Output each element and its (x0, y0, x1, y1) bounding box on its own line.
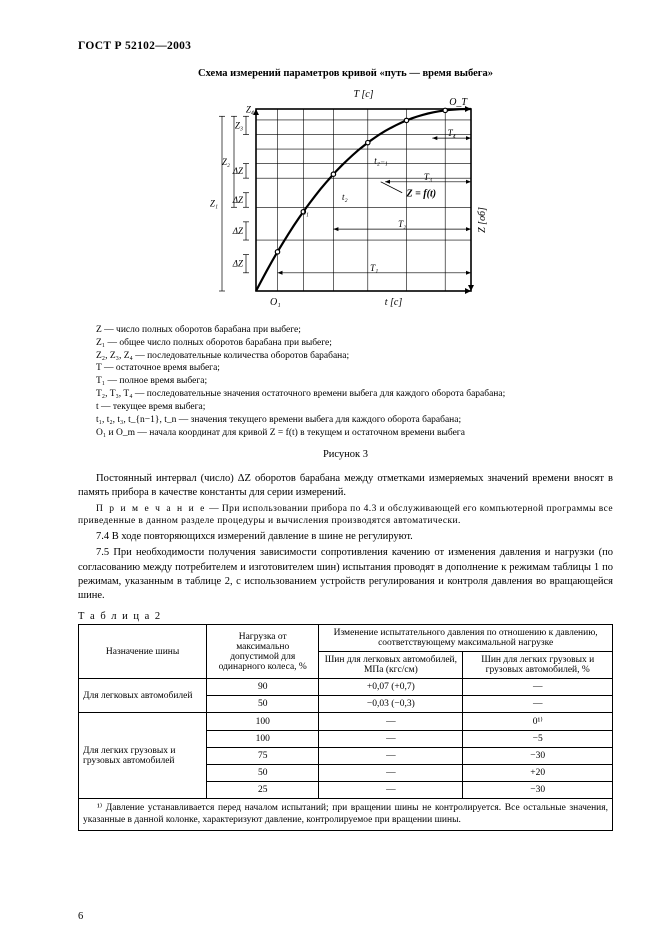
svg-text:t₂₋₁: t₂₋₁ (374, 156, 388, 166)
cell-d2: — (463, 696, 613, 713)
figure-label: Рисунок 3 (78, 449, 613, 460)
cell-load: 100 (207, 731, 319, 748)
cell-d2: −5 (463, 731, 613, 748)
cell-load: 100 (207, 713, 319, 731)
legend-line: t₁, t₂, t₃, t_{n−1}, t_n — значения теку… (96, 414, 613, 427)
svg-text:T₁: T₁ (370, 263, 378, 273)
th-name: Назначение шины (79, 625, 207, 679)
svg-text:ΔZ: ΔZ (231, 226, 243, 236)
cell-d2: −30 (463, 748, 613, 765)
svg-text:T₂: T₂ (398, 219, 406, 229)
cell-d1: — (319, 748, 463, 765)
table-label: Т а б л и ц а 2 (78, 611, 613, 622)
svg-text:ΔZ: ΔZ (231, 259, 243, 269)
cell-d1: — (319, 782, 463, 799)
figure-caption-top: Схема измерений параметров кривой «путь … (78, 68, 613, 79)
cell-d1: +0,07 (+0,7) (319, 679, 463, 696)
diagram-container: T [c]t [c]Z [об]O₁O_TZ = f(t)Z₁Z₂ΔZΔZΔZΔ… (78, 83, 613, 318)
svg-text:t₂: t₂ (342, 192, 348, 202)
cell-load: 50 (207, 765, 319, 782)
legend-line: T — остаточное время выбега; (96, 362, 613, 375)
th-delta-cars: Шин для легковых автомобилей, МПа (кгс/с… (319, 652, 463, 679)
table-body: Для легковых автомобилей90+0,07 (+0,7)—5… (79, 679, 613, 831)
legend-line: Z₂, Z₃, Z₄ — последовательные количества… (96, 350, 613, 363)
table-row: Для легковых автомобилей90+0,07 (+0,7)— (79, 679, 613, 696)
svg-text:Z₄: Z₄ (245, 105, 253, 115)
svg-text:Z₁: Z₁ (209, 199, 217, 209)
body-text: Постоянный интервал (число) ΔZ оборотов … (78, 472, 613, 603)
svg-text:Z₂: Z₂ (221, 157, 229, 167)
legend-line: t — текущее время выбега; (96, 401, 613, 414)
cell-load: 90 (207, 679, 319, 696)
cell-d1: −0,03 (−0,3) (319, 696, 463, 713)
cell-name: Для легковых автомобилей (79, 679, 207, 713)
cell-d1: — (319, 713, 463, 731)
para-7-4: 7.4 В ходе повторяющихся измерений давле… (78, 530, 613, 544)
cell-d1: — (319, 765, 463, 782)
svg-text:T₃: T₃ (423, 172, 431, 182)
legend-line: Z — число полных оборотов барабана при в… (96, 324, 613, 337)
doc-id: ГОСТ Р 52102—2003 (78, 40, 613, 52)
svg-text:t [c]: t [c] (384, 297, 402, 308)
note-label: П р и м е ч а н и е (96, 504, 206, 514)
th-delta-top: Изменение испытательного давления по отн… (319, 625, 613, 652)
note: П р и м е ч а н и е — При использовании … (78, 503, 613, 529)
para-constant-interval: Постоянный интервал (число) ΔZ оборотов … (78, 472, 613, 500)
cell-d2: +20 (463, 765, 613, 782)
th-delta-trucks: Шин для легких грузовых и грузовых автом… (463, 652, 613, 679)
legend-line: O₁ и O_m — начала координат для кривой Z… (96, 427, 613, 440)
table-footnote-row: ¹⁾ Давление устанавливается перед начало… (79, 799, 613, 831)
page: ГОСТ Р 52102—2003 Схема измерений параме… (0, 0, 661, 936)
table-footnote: ¹⁾ Давление устанавливается перед начало… (79, 799, 613, 831)
cell-load: 75 (207, 748, 319, 765)
page-number: 6 (78, 911, 83, 922)
svg-text:Z = f(t): Z = f(t) (405, 188, 436, 199)
table-row: Для легких грузовых и грузовых автомобил… (79, 713, 613, 731)
cell-name: Для легких грузовых и грузовых автомобил… (79, 713, 207, 799)
svg-text:T₄: T₄ (447, 128, 455, 138)
para-7-5: 7.5 При необходимости получения зависимо… (78, 546, 613, 603)
legend-line: T₁ — полное время выбега; (96, 375, 613, 388)
cell-d2: −30 (463, 782, 613, 799)
figure-legend: Z — число полных оборотов барабана при в… (96, 324, 613, 439)
legend-line: T₂, T₃, T₄ — последовательные значения о… (96, 388, 613, 401)
svg-text:ΔZ: ΔZ (231, 195, 243, 205)
diagram-svg: T [c]t [c]Z [об]O₁O_TZ = f(t)Z₁Z₂ΔZΔZΔZΔ… (201, 83, 491, 313)
th-load: Нагрузка от максимально допустимой для о… (207, 625, 319, 679)
svg-text:O₁: O₁ (270, 297, 281, 308)
svg-text:T [c]: T [c] (353, 89, 373, 100)
cell-d2: — (463, 679, 613, 696)
svg-text:O_T: O_T (449, 97, 468, 108)
svg-text:ΔZ: ΔZ (231, 166, 243, 176)
table-2: Назначение шины Нагрузка от максимально … (78, 624, 613, 831)
svg-text:Z₃: Z₃ (234, 120, 242, 130)
svg-text:Z [об]: Z [об] (477, 207, 488, 233)
cell-load: 25 (207, 782, 319, 799)
cell-d2: 0¹⁾ (463, 713, 613, 731)
cell-d1: — (319, 731, 463, 748)
legend-line: Z₁ — общее число полных оборотов барабан… (96, 337, 613, 350)
cell-load: 50 (207, 696, 319, 713)
svg-text:t₁: t₁ (303, 207, 309, 217)
